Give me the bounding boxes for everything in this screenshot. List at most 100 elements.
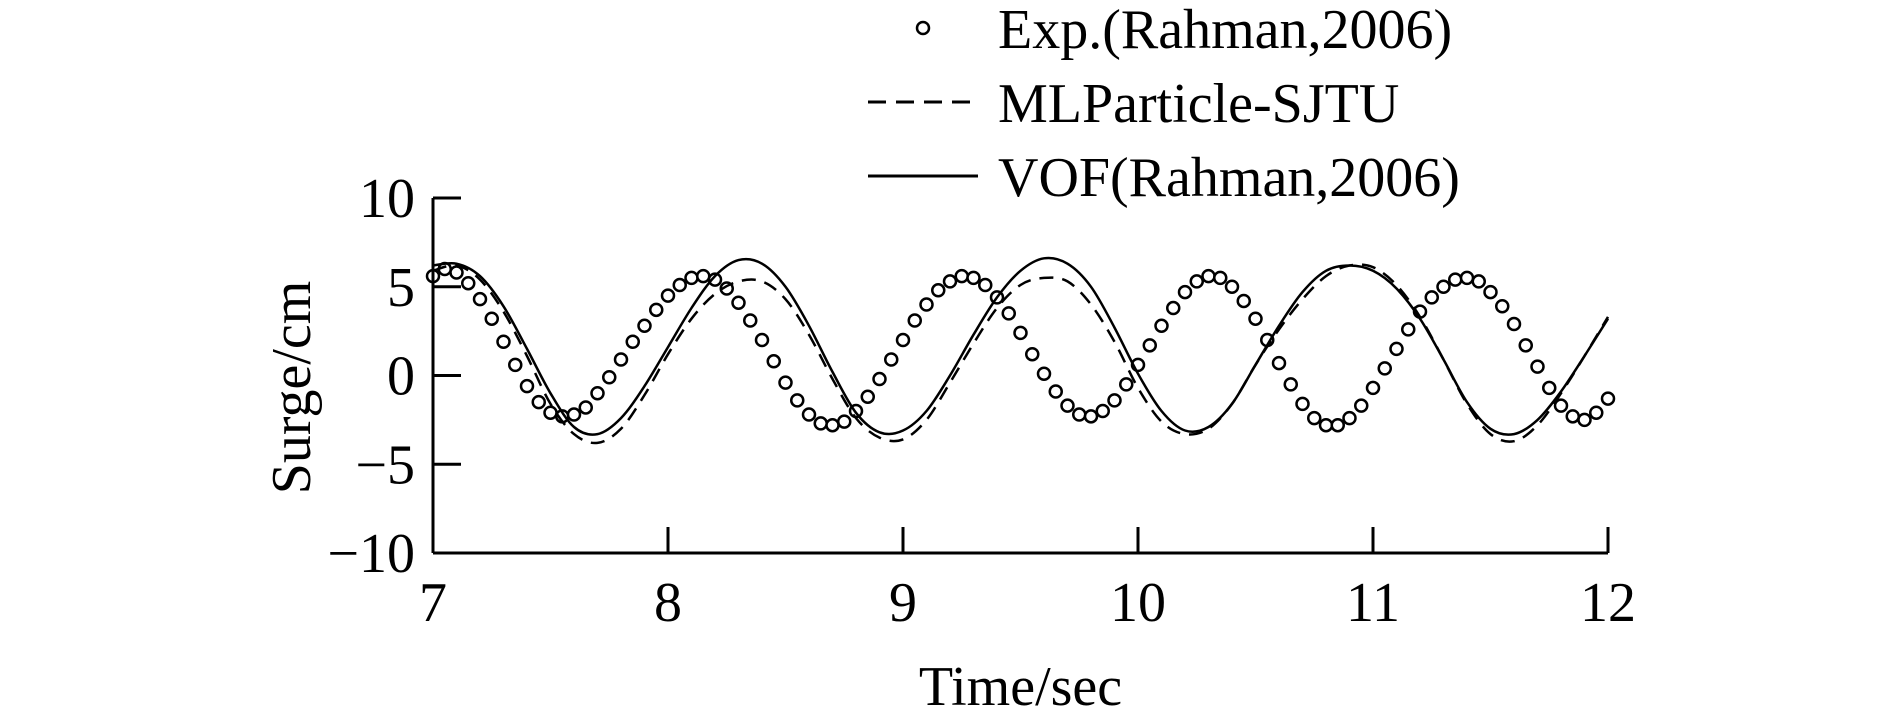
legend-marker-circle: [915, 20, 931, 36]
data-point: [1365, 380, 1381, 396]
x-tick-label: 8: [654, 572, 682, 634]
y-tick-label: 5: [387, 257, 415, 319]
data-point: [1389, 341, 1404, 357]
data-point: [1483, 284, 1498, 300]
y-tick-label: −10: [327, 523, 415, 585]
data-point: [531, 394, 546, 410]
data-point: [1201, 268, 1216, 284]
data-point: [684, 270, 699, 286]
data-point: [1436, 279, 1451, 294]
data-point: [1354, 398, 1369, 413]
data-point: [942, 274, 958, 289]
data-point: [1095, 403, 1110, 419]
data-point: [1072, 407, 1087, 422]
data-point: [1506, 316, 1522, 332]
data-point: [1377, 361, 1392, 376]
data-point: [1459, 270, 1475, 286]
series-dashed: [432, 263, 1610, 445]
data-point: [1025, 346, 1040, 362]
data-point: [1577, 412, 1592, 428]
data-point: [1342, 410, 1357, 426]
x-ticks: 7 8 9 10 11 12: [419, 527, 1636, 634]
data-point: [1013, 325, 1028, 341]
data-point: [1553, 398, 1569, 413]
series-circles: [425, 261, 1616, 433]
data-point: [778, 375, 793, 390]
data-point: [707, 272, 723, 287]
y-tick-label: −5: [355, 434, 415, 496]
series-solid: [432, 256, 1610, 436]
legend-label: Exp.(Rahman,2006): [998, 0, 1452, 61]
data-point: [954, 268, 969, 284]
data-point: [1083, 409, 1099, 424]
data-point: [543, 405, 558, 421]
data-point: [754, 332, 770, 348]
x-axis-label: Time/sec: [919, 656, 1122, 712]
data-point: [578, 400, 593, 415]
y-ticks: 10 5 0 −5 −10: [327, 168, 461, 585]
data-point: [449, 265, 464, 280]
data-point: [649, 302, 664, 318]
x-tick-label: 10: [1110, 572, 1166, 634]
data-point: [919, 297, 934, 312]
data-point: [508, 357, 523, 373]
data-point: [1471, 274, 1486, 289]
data-point: [790, 393, 805, 408]
data-point: [1107, 393, 1122, 408]
data-point: [1448, 272, 1463, 287]
data-point: [872, 371, 887, 387]
data-point: [907, 313, 922, 328]
data-point: [472, 291, 488, 307]
data-point: [1318, 417, 1334, 433]
data-point: [1589, 405, 1604, 421]
series-layer: [425, 256, 1616, 445]
data-point: [895, 332, 911, 348]
data-point: [1565, 409, 1580, 424]
data-point: [672, 277, 687, 293]
data-point: [1530, 359, 1545, 374]
data-point: [884, 352, 899, 367]
data-point: [1166, 300, 1181, 316]
data-point: [837, 414, 852, 429]
data-point: [931, 283, 946, 298]
data-point: [1401, 322, 1416, 337]
data-point: [1142, 338, 1157, 353]
data-point: [825, 417, 840, 433]
data-point: [1036, 366, 1052, 381]
data-point: [1518, 338, 1533, 353]
data-point: [1119, 377, 1134, 392]
data-point: [1224, 279, 1240, 294]
data-point: [1542, 380, 1557, 396]
data-point: [1424, 290, 1439, 305]
x-tick-label: 7: [419, 572, 447, 634]
x-tick-label: 9: [889, 572, 917, 634]
legend-item: Exp.(Rahman,2006): [915, 0, 1452, 61]
data-point: [731, 295, 746, 310]
data-point: [860, 389, 875, 405]
legend-item: VOF(Rahman,2006): [868, 147, 1460, 209]
data-point: [1048, 384, 1063, 399]
data-point: [743, 313, 758, 328]
data-point: [484, 311, 499, 326]
data-point: [1295, 396, 1310, 412]
data-point: [637, 318, 652, 334]
data-point: [1177, 284, 1193, 300]
data-point: [1330, 417, 1345, 433]
data-point: [1248, 311, 1263, 326]
data-point: [766, 354, 781, 369]
data-point: [696, 268, 711, 284]
data-point: [1001, 306, 1016, 321]
data-point: [813, 416, 828, 431]
data-point: [978, 277, 993, 293]
data-point: [1236, 293, 1251, 309]
data-point: [496, 334, 511, 350]
data-point: [1495, 299, 1510, 314]
x-tick-label: 12: [1580, 572, 1636, 634]
data-point: [613, 352, 629, 367]
data-point: [1060, 398, 1075, 413]
data-point: [590, 386, 605, 401]
legend: Exp.(Rahman,2006) MLParticle-SJTU VOF(Rahm…: [868, 0, 1460, 209]
data-point: [602, 370, 617, 385]
y-tick-label: 10: [359, 168, 415, 230]
